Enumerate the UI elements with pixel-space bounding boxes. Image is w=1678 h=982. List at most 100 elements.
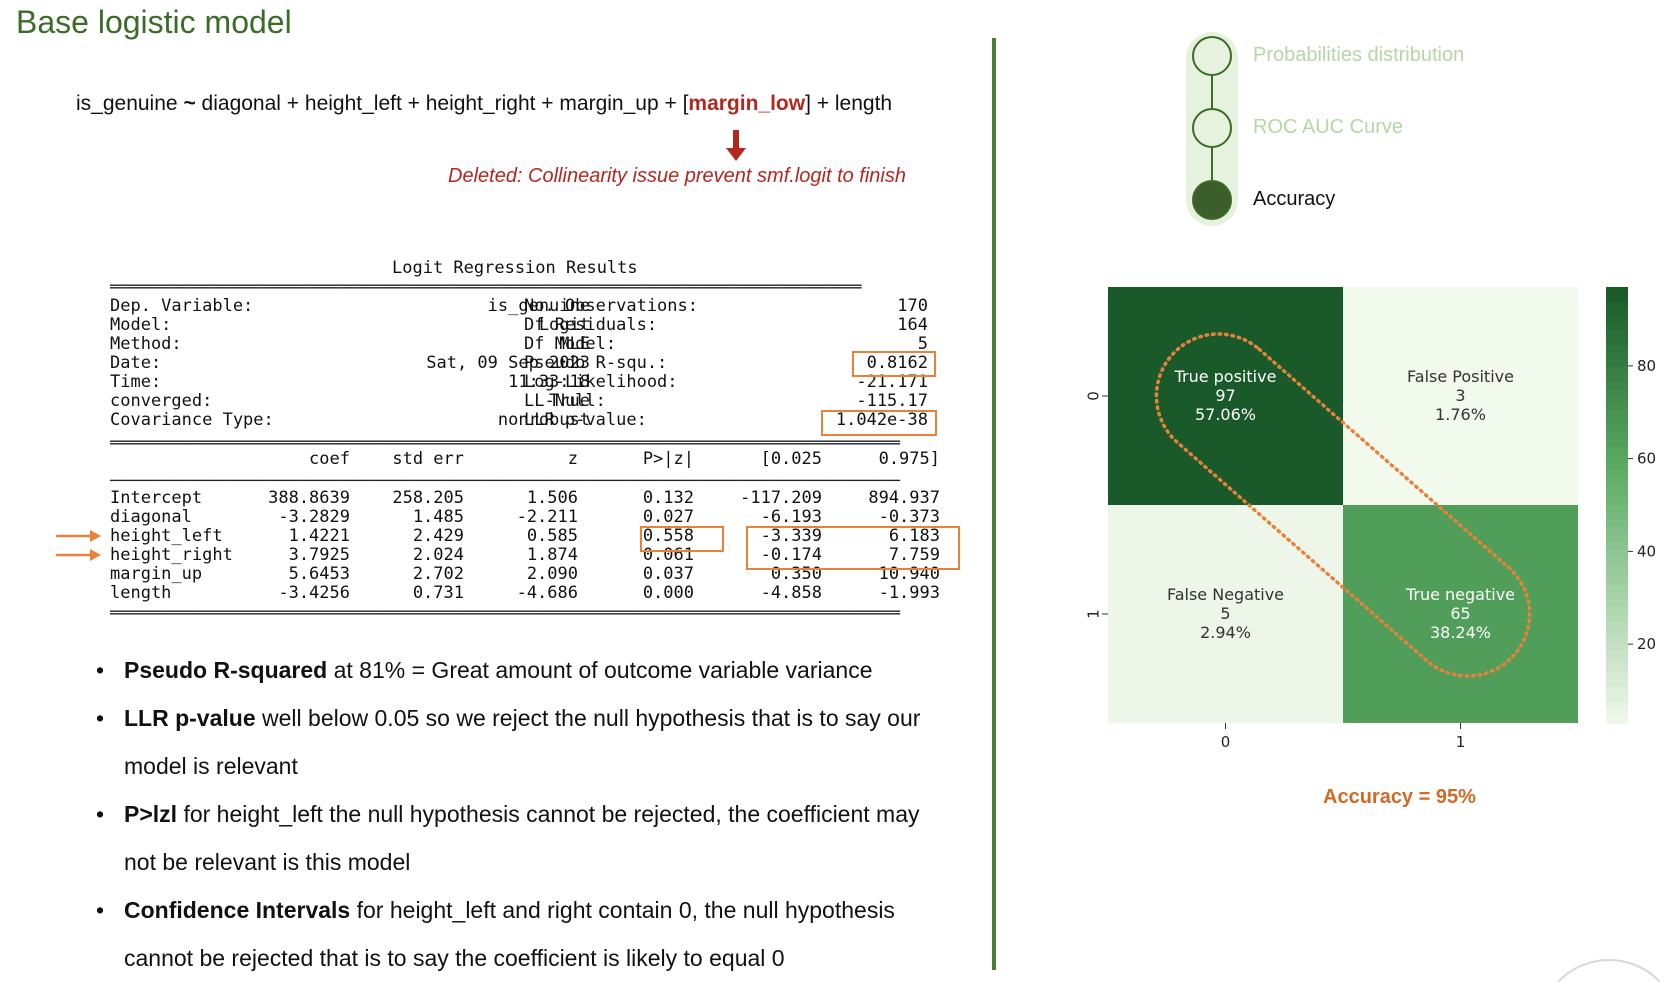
- formula-removed-term: margin_low: [688, 92, 806, 115]
- table-row: height_left 1.4221 2.429 0.585 0.558 -3.339 6.…: [110, 527, 960, 546]
- separator-double: ════════════════════════════════════════…: [110, 280, 862, 294]
- info-label: converged:: [110, 391, 213, 411]
- colorbar-segment: [1606, 715, 1628, 724]
- stepper-node[interactable]: [1192, 180, 1232, 220]
- info-label: Model:: [110, 315, 172, 335]
- colorbar-segment: [1606, 345, 1628, 354]
- heatmap-cell: [1108, 505, 1343, 723]
- colorbar-segment: [1606, 519, 1628, 528]
- info-value: 170: [897, 296, 928, 316]
- info-value: 164: [897, 315, 928, 335]
- table-cell: 2.090: [526, 564, 578, 584]
- cell-count: 5: [1220, 604, 1230, 623]
- list-item: • P>lzl for height_left the null hypothes…: [96, 790, 996, 886]
- model-formula: is_genuine ~ diagonal + height_left + he…: [76, 92, 892, 116]
- colorbar-segment: [1606, 599, 1628, 608]
- colorbar-tick-label: 40: [1637, 542, 1656, 560]
- colorbar-segment: [1606, 396, 1628, 405]
- separator-single: ────────────────────────────────────────…: [110, 474, 900, 488]
- colorbar-segment: [1606, 468, 1628, 477]
- info-value: -115.17: [856, 391, 928, 411]
- coef-column-header: [0.025: [760, 449, 822, 469]
- table-cell: -4.686: [516, 583, 578, 603]
- table-cell: 0.731: [412, 583, 464, 603]
- table-cell: 0.037: [642, 564, 694, 584]
- info-label: Covariance Type:: [110, 410, 274, 430]
- colorbar-segment: [1606, 577, 1628, 586]
- colorbar-segment: [1606, 643, 1628, 652]
- coef-column-header: P>|z|: [642, 449, 694, 469]
- diagonal-highlight-loop: [1154, 332, 1532, 678]
- bullet-text: for height_left the null hypothesis cann…: [177, 801, 920, 827]
- colorbar-segment: [1606, 686, 1628, 695]
- table-cell: 1.4221: [288, 526, 350, 546]
- vertical-divider: [992, 38, 996, 970]
- colorbar-segment: [1606, 497, 1628, 506]
- cell-label: False Negative: [1167, 585, 1284, 604]
- bullet-text-continued: cannot be rejected that is to say the co…: [124, 945, 785, 971]
- row-label: height_left: [110, 526, 223, 546]
- formula-lhs: is_genuine: [76, 92, 178, 115]
- bullet-dot: •: [96, 801, 105, 827]
- y-tick-label: 0: [1085, 391, 1103, 401]
- colorbar-segment: [1606, 679, 1628, 688]
- colorbar-segment: [1606, 512, 1628, 521]
- info-label: Df Model:: [524, 334, 617, 354]
- y-tick-label: 1: [1085, 609, 1103, 619]
- table-cell: -3.339: [760, 526, 822, 546]
- colorbar-segment: [1606, 446, 1628, 456]
- colorbar-segment: [1606, 635, 1628, 645]
- colorbar-segment: [1606, 417, 1628, 427]
- stepper-label[interactable]: Probabilities distribution: [1253, 44, 1465, 66]
- table-cell: -6.193: [760, 507, 822, 527]
- info-value: Logit: [538, 315, 590, 335]
- table-cell: 0.585: [526, 526, 578, 546]
- deleted-note: Deleted: Collinearity issue prevent smf.…: [448, 165, 906, 187]
- formula-rhs-after: ] + length: [805, 92, 893, 115]
- colorbar-segment: [1606, 490, 1628, 499]
- table-cell: 6.183: [888, 526, 940, 546]
- colorbar-segment: [1606, 664, 1628, 674]
- colorbar-segment: [1606, 461, 1628, 470]
- colorbar-segment: [1606, 621, 1628, 630]
- colorbar-segment: [1606, 439, 1628, 448]
- stepper-node[interactable]: [1192, 108, 1232, 148]
- bullet-term: Pseudo R-squared: [124, 657, 328, 683]
- heatmap-cell: [1108, 287, 1343, 505]
- colorbar-segment: [1606, 316, 1628, 325]
- table-cell: 388.8639: [268, 488, 350, 508]
- colorbar-segment: [1606, 570, 1628, 579]
- info-value: 11:33:18: [508, 372, 590, 392]
- cell-label: True negative: [1405, 585, 1515, 604]
- table-cell: 2.429: [412, 526, 464, 546]
- info-label: Df Residuals:: [524, 315, 658, 335]
- heatmap-cell: [1343, 505, 1578, 723]
- info-value: 0.8162: [866, 353, 928, 373]
- colorbar-segment: [1606, 672, 1628, 681]
- bullet-text-continued: model is relevant: [124, 753, 298, 779]
- stepper-node[interactable]: [1192, 36, 1232, 76]
- table-row: Intercept 388.8639 258.205 1.506 0.132 -117.2…: [110, 489, 960, 508]
- cell-percent: 57.06%: [1195, 405, 1256, 424]
- list-item: • Pseudo R-squared at 81% = Great amount …: [96, 646, 996, 694]
- row-label: diagonal: [110, 507, 192, 527]
- colorbar-segment: [1606, 403, 1628, 412]
- table-cell: 2.024: [412, 545, 464, 565]
- colorbar-tick-label: 80: [1637, 357, 1656, 375]
- table-cell: 0.132: [642, 488, 694, 508]
- table-cell: 1.485: [412, 507, 464, 527]
- coef-column-header: std err: [392, 449, 464, 469]
- colorbar-segment: [1606, 628, 1628, 637]
- colorbar-segment: [1606, 359, 1628, 368]
- bullet-dot: •: [96, 897, 105, 923]
- colorbar-segment: [1606, 425, 1628, 434]
- list-item: • Confidence Intervals for height_left an…: [96, 886, 996, 982]
- colorbar-segment: [1606, 381, 1628, 390]
- stepper-label[interactable]: Accuracy: [1253, 188, 1336, 210]
- table-cell: 0.027: [642, 507, 694, 527]
- stepper-label[interactable]: ROC AUC Curve: [1253, 116, 1404, 138]
- table-cell: -117.209: [740, 488, 822, 508]
- coef-table-header: coef std err z P>|z| [0.025 0.975]: [110, 450, 960, 470]
- colorbar-tick-label: 60: [1637, 450, 1656, 468]
- table-cell: 1.874: [526, 545, 578, 565]
